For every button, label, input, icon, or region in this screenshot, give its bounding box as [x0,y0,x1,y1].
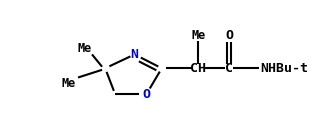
Text: N: N [131,48,139,61]
Text: CH: CH [190,62,206,75]
Text: O: O [225,29,233,42]
Text: O: O [142,88,150,101]
Text: Me: Me [191,29,205,42]
Text: NHBu-t: NHBu-t [260,62,308,75]
Text: Me: Me [62,77,76,90]
Text: Me: Me [77,42,91,55]
Text: C: C [225,62,233,75]
